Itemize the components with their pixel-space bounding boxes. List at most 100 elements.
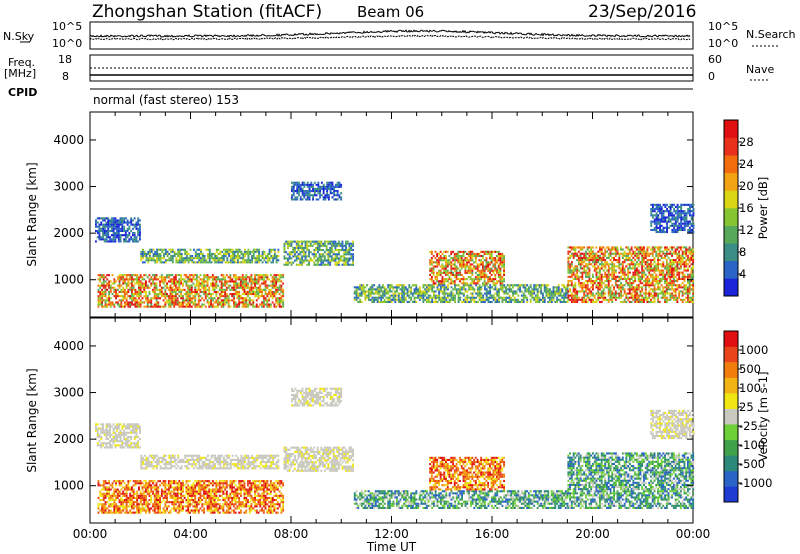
heatmap-cell	[583, 286, 586, 289]
heatmap-cell	[609, 254, 612, 257]
heatmap-cell	[473, 288, 476, 291]
heatmap-cell	[254, 295, 256, 298]
heatmap-cell	[145, 286, 147, 289]
heatmap-cell	[241, 303, 244, 306]
heatmap-cell	[343, 251, 346, 254]
heatmap-cell	[313, 240, 316, 243]
heatmap-cell	[114, 238, 117, 241]
heatmap-cell	[240, 282, 242, 285]
heatmap-cell	[255, 278, 258, 281]
heatmap-cell	[632, 298, 635, 301]
heatmap-cell	[599, 273, 601, 276]
heatmap-cell	[102, 223, 104, 226]
heatmap-cell	[692, 261, 695, 264]
heatmap-cell	[592, 292, 594, 295]
heatmap-cell	[443, 271, 446, 274]
heatmap-cell	[432, 280, 435, 283]
heatmap-cell	[150, 282, 153, 285]
heatmap-cell	[373, 300, 376, 303]
heatmap-cell	[143, 295, 146, 298]
heatmap-cell	[494, 267, 497, 270]
power-panel-region-6	[429, 250, 505, 285]
heatmap-cell	[636, 290, 638, 293]
heatmap-cell	[95, 223, 97, 226]
heatmap-cell	[637, 271, 640, 274]
heatmap-cell	[620, 288, 622, 291]
heatmap-cell	[215, 276, 218, 279]
heatmap-cell	[116, 236, 118, 239]
heatmap-cell	[644, 250, 647, 253]
heatmap-cell	[139, 219, 141, 222]
heatmap-cell	[294, 190, 297, 193]
heatmap-cell	[318, 263, 321, 266]
heatmap-cell	[332, 257, 335, 260]
heatmap-cell	[473, 296, 476, 299]
heatmap-cell	[142, 252, 144, 255]
heatmap-cell	[614, 259, 617, 262]
heatmap-cell	[255, 295, 258, 298]
heatmap-cell	[169, 295, 172, 298]
heatmap-cell	[586, 282, 589, 285]
heatmap-cell	[473, 298, 476, 301]
heatmap-cell	[512, 298, 514, 301]
heatmap-cell	[276, 288, 279, 291]
heatmap-cell	[634, 286, 637, 289]
heatmap-cell	[648, 290, 651, 293]
heatmap-cell	[353, 298, 356, 301]
heatmap-cell	[189, 278, 191, 281]
heatmap-cell	[466, 263, 468, 266]
heatmap-cell	[517, 300, 520, 303]
heatmap-cell	[425, 284, 428, 287]
heatmap-cell	[609, 298, 612, 301]
heatmap-cell	[650, 284, 652, 287]
heatmap-cell	[445, 300, 448, 303]
heatmap-cell	[316, 244, 319, 247]
heatmap-cell	[241, 293, 244, 296]
heatmap-cell	[343, 253, 346, 256]
heatmap-cell	[152, 248, 155, 251]
heatmap-cell	[607, 290, 610, 293]
heatmap-cell	[301, 187, 304, 190]
heatmap-cell	[183, 293, 186, 296]
heatmap-cell	[183, 278, 186, 281]
heatmap-cell	[275, 276, 278, 279]
heatmap-cell	[600, 265, 603, 268]
heatmap-cell	[685, 292, 688, 295]
heatmap-cell	[637, 265, 640, 268]
heatmap-cell	[296, 187, 299, 190]
heatmap-cell	[644, 296, 647, 299]
heatmap-cell	[613, 277, 615, 280]
heatmap-cell	[459, 273, 461, 276]
heatmap-cell	[600, 277, 603, 280]
heatmap-cell	[243, 288, 246, 291]
heatmap-cell	[439, 271, 442, 274]
heatmap-cell	[220, 284, 223, 287]
heatmap-cell	[123, 274, 126, 277]
heatmap-cell	[620, 282, 622, 285]
heatmap-cell	[455, 284, 458, 287]
heatmap-cell	[220, 274, 223, 277]
heatmap-cell	[623, 254, 626, 257]
heatmap-cell	[97, 301, 100, 304]
heatmap-cell	[678, 273, 681, 276]
heatmap-cell	[121, 225, 124, 228]
heatmap-cell	[653, 265, 656, 268]
heatmap-cell	[665, 273, 668, 276]
heatmap-cell	[674, 288, 677, 291]
heatmap-cell	[614, 265, 617, 268]
heatmap-cell	[602, 294, 605, 297]
heatmap-cell	[406, 288, 409, 291]
heatmap-cell	[599, 269, 601, 272]
heatmap-cell	[240, 278, 242, 281]
heatmap-cell	[250, 303, 253, 306]
heatmap-cell	[674, 252, 677, 255]
heatmap-cell	[478, 263, 481, 266]
heatmap-cell	[609, 292, 612, 295]
heatmap-cell	[436, 259, 439, 262]
heatmap-cell	[641, 288, 644, 291]
heatmap-cell	[331, 196, 334, 199]
heatmap-cell	[676, 300, 679, 303]
heatmap-cell	[102, 225, 104, 228]
heatmap-cell	[345, 263, 347, 266]
heatmap-cell	[132, 299, 135, 302]
